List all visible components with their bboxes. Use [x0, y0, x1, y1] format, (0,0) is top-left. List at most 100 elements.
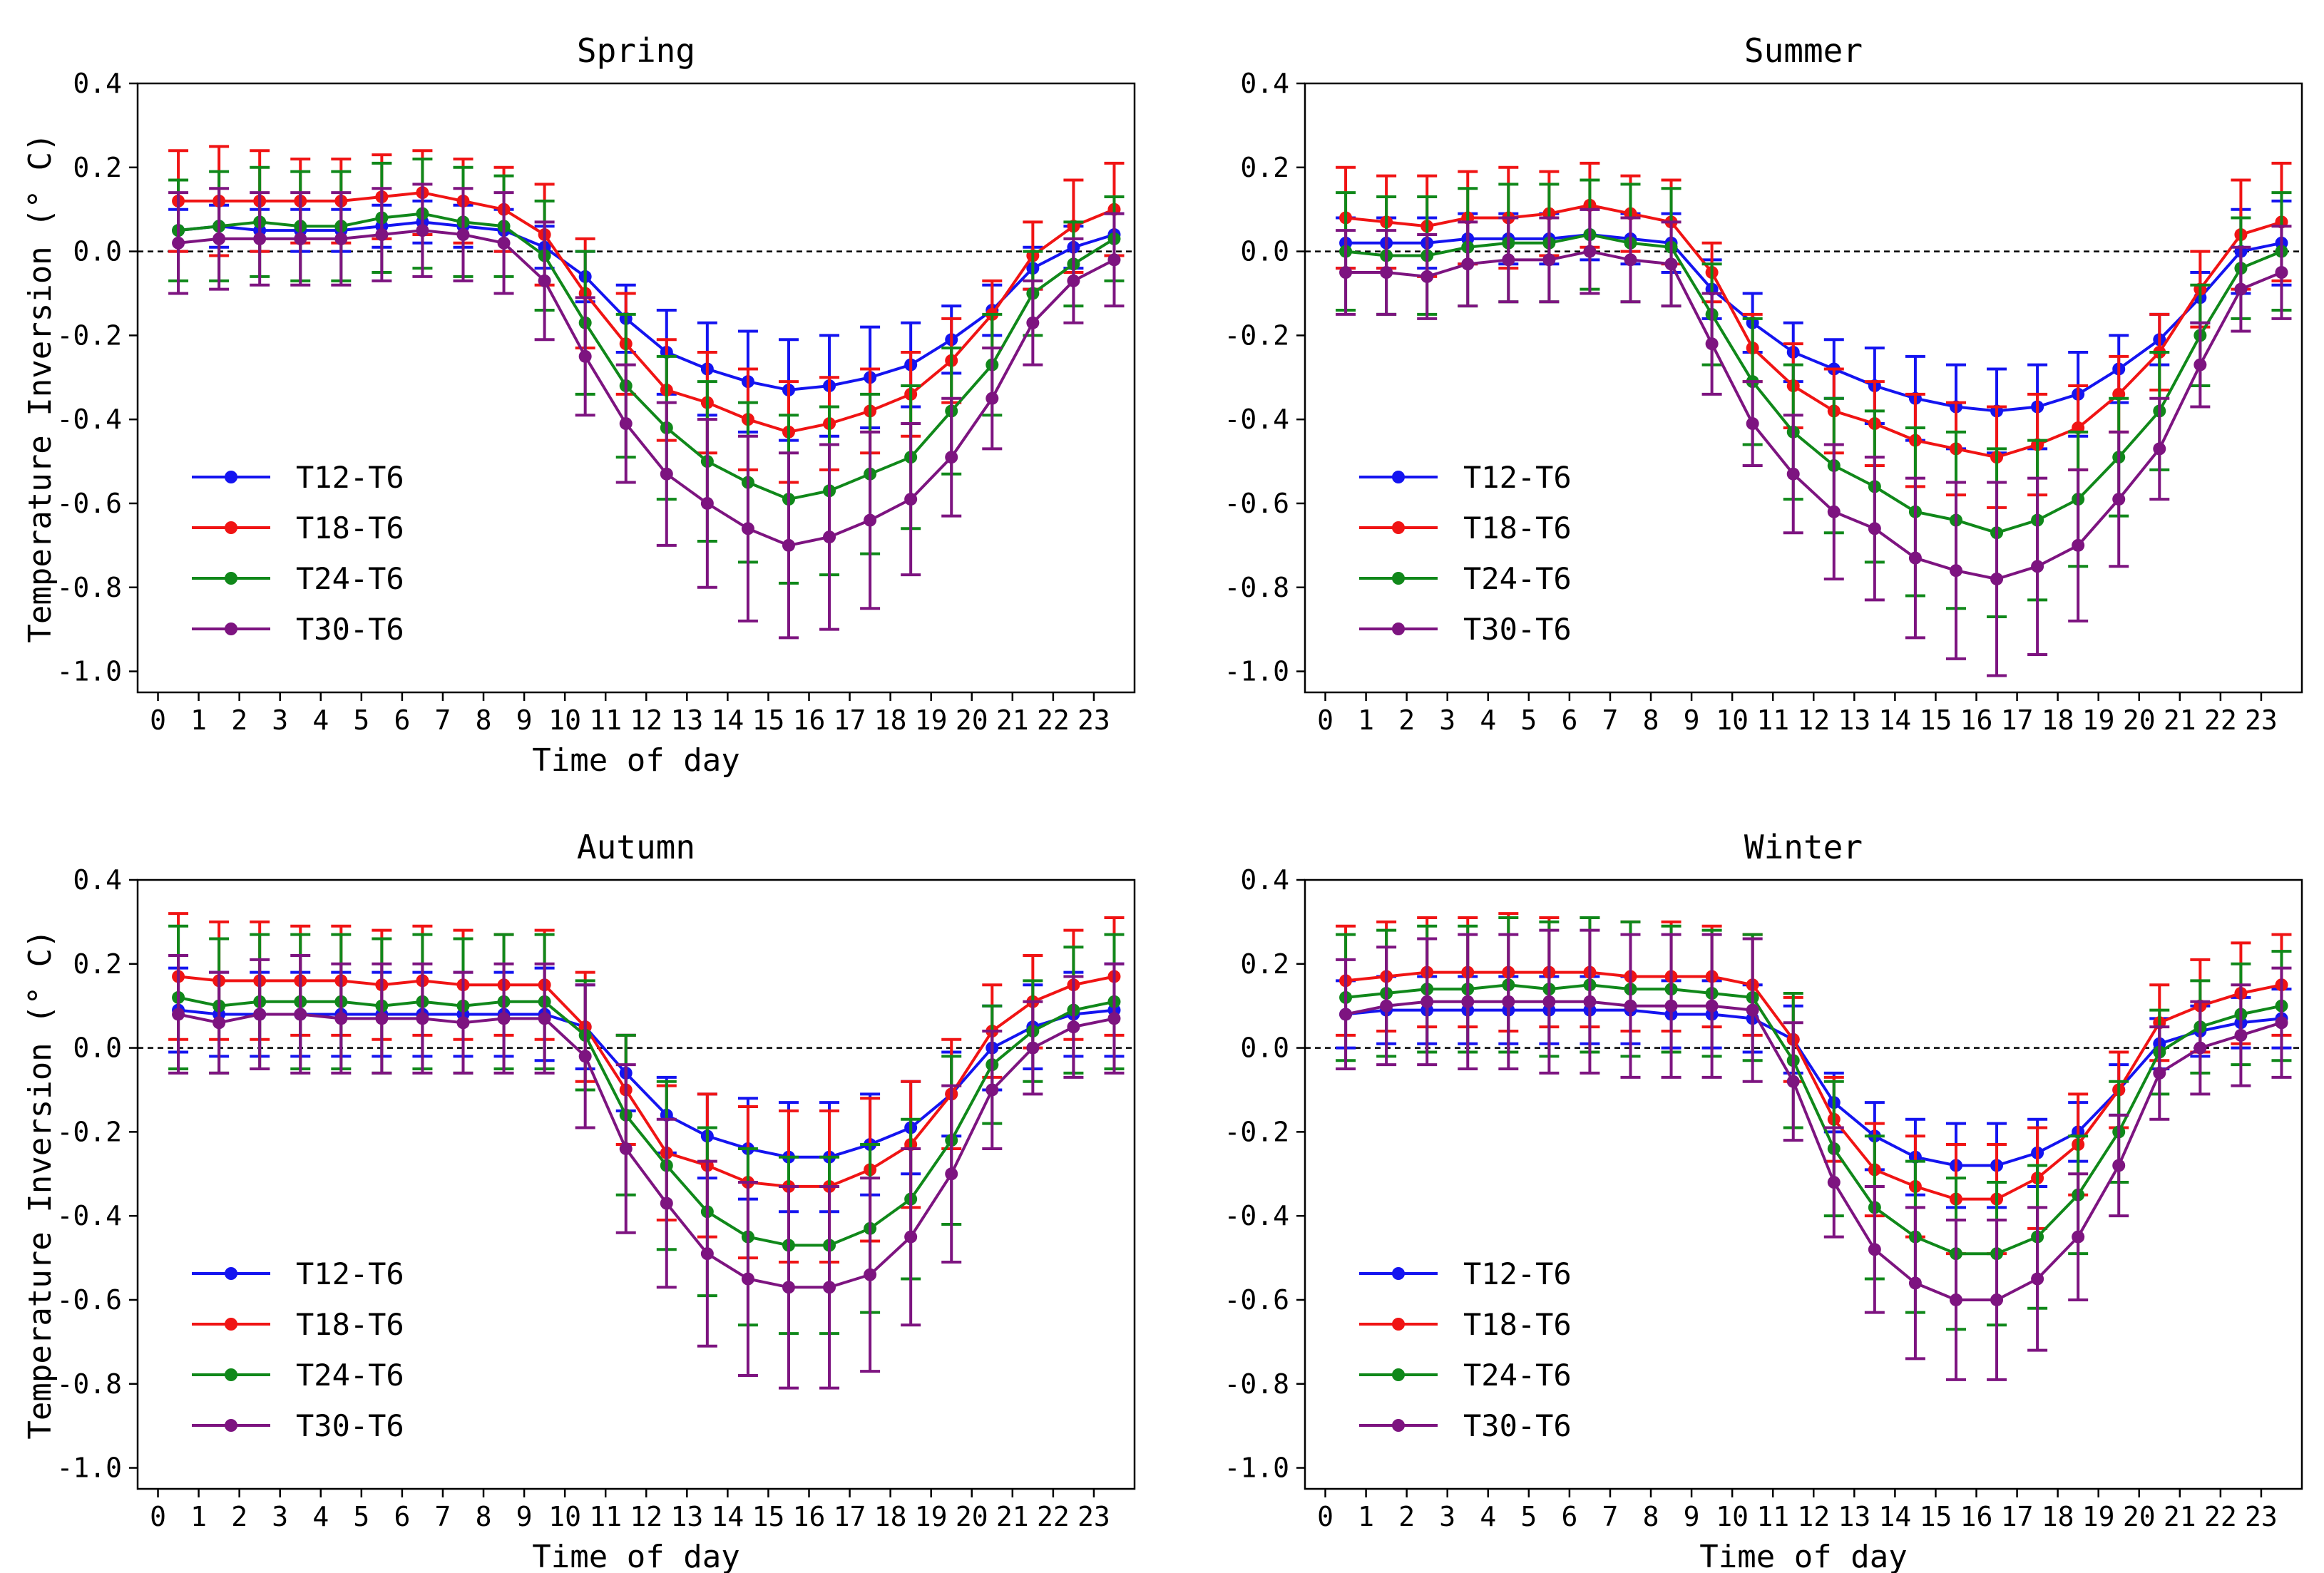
data-point	[334, 1012, 348, 1025]
x-tick-label: 23	[1077, 704, 1110, 736]
data-point	[578, 1050, 592, 1063]
data-point	[2031, 560, 2044, 573]
data-point	[1542, 253, 1556, 267]
y-tick-label: -0.2	[1224, 1116, 1289, 1147]
legend-marker	[225, 622, 237, 635]
x-tick-label: 21	[2164, 704, 2196, 736]
x-tick-label: 0	[1317, 1501, 1334, 1532]
legend-label: T12-T6	[1463, 460, 1572, 495]
x-tick-label: 11	[1756, 1501, 1789, 1532]
legend-marker	[1392, 471, 1405, 483]
data-point	[1908, 551, 1922, 565]
data-point	[1705, 999, 1719, 1013]
data-point	[660, 1197, 673, 1210]
data-point	[945, 451, 958, 464]
x-tick-label: 19	[915, 704, 948, 736]
y-tick-label: 0.2	[73, 948, 122, 980]
data-point	[2112, 1159, 2126, 1172]
y-tick-label: -0.8	[1224, 1368, 1289, 1400]
data-point	[1705, 337, 1719, 351]
legend-marker	[225, 572, 237, 585]
series-line	[1345, 1000, 2283, 1301]
data-point	[1990, 572, 2004, 585]
data-point	[619, 417, 633, 431]
x-tick-label: 23	[2245, 704, 2278, 736]
series-line	[178, 995, 1115, 1247]
x-tick-label: 11	[589, 704, 622, 736]
x-tick-label: 3	[1439, 704, 1455, 736]
x-tick-label: 1	[1358, 1501, 1374, 1532]
chart-panel-autumn: 0.40.20.0-0.2-0.4-0.6-0.8-1.00 1 2 3 4 5 6 7 8 9 1…	[22, 828, 1136, 1573]
data-point	[416, 1012, 429, 1025]
chart-panel-summer: 0.40.20.0-0.2-0.4-0.6-0.8-1.00 1 2 3 4 5 6 7 8 9 1…	[1224, 31, 2303, 736]
x-tick-label: 14	[1879, 1501, 1912, 1532]
legend-marker	[1392, 1368, 1405, 1381]
x-tick-label: 4	[1480, 1501, 1496, 1532]
data-point	[213, 1016, 226, 1030]
panel-title: Winter	[1744, 828, 1863, 866]
x-tick-label: 9	[1684, 1501, 1700, 1532]
data-point	[497, 1012, 511, 1025]
x-tick-label: 10	[1716, 704, 1749, 736]
data-point	[1026, 1041, 1040, 1055]
data-point	[1461, 995, 1475, 1008]
x-tick-label: 3	[272, 704, 288, 736]
x-tick-label: 12	[1797, 1501, 1830, 1532]
x-tick-label: 3	[272, 1501, 288, 1532]
x-tick-label: 22	[2204, 1501, 2237, 1532]
data-point	[741, 1272, 754, 1286]
x-tick-label: 9	[516, 704, 533, 736]
data-point	[1868, 522, 1881, 536]
data-point	[2031, 1272, 2044, 1286]
x-tick-label: 7	[435, 704, 451, 736]
legend: T12-T6 T18-T6 T24-T6 T30-T6	[192, 460, 404, 647]
x-tick-label: 10	[1716, 1501, 1749, 1532]
x-tick-label: 23	[1077, 1501, 1110, 1532]
x-tick-label: 17	[2001, 704, 2034, 736]
x-tick-label: 17	[834, 1501, 866, 1532]
x-tick-label: 12	[630, 1501, 662, 1532]
legend-label: T24-T6	[296, 1358, 404, 1393]
x-tick-label: 5	[1520, 704, 1537, 736]
x-axis-label: Time of day	[532, 742, 739, 779]
x-tick-label: 16	[1960, 1501, 1993, 1532]
x-tick-label: 23	[2245, 1501, 2278, 1532]
data-point	[660, 467, 673, 481]
x-tick-label: 14	[1879, 704, 1912, 736]
x-tick-label: 21	[996, 1501, 1029, 1532]
x-tick-label: 14	[712, 1501, 744, 1532]
axes-frame	[1304, 878, 2303, 1490]
x-tick-label: 3	[1439, 1501, 1455, 1532]
x-tick-label: 19	[2082, 704, 2115, 736]
y-tick-label: -1.0	[56, 1452, 122, 1484]
axes-frame	[1304, 82, 2303, 694]
x-tick-label: 6	[394, 704, 410, 736]
y-tick-label: -0.4	[1224, 404, 1289, 435]
x-tick-label: 11	[1756, 704, 1789, 736]
data-point	[619, 1142, 633, 1155]
legend-label: T12-T6	[296, 460, 404, 495]
legend-marker	[225, 1267, 237, 1280]
x-tick-label: 15	[752, 704, 785, 736]
x-tick-label: 0	[150, 704, 166, 736]
series-line	[178, 212, 1115, 501]
legend-marker	[225, 521, 237, 534]
x-tick-label: 6	[394, 1501, 410, 1532]
x-axis-label: Time of day	[1699, 1539, 1907, 1573]
x-tick-label: 7	[1602, 704, 1619, 736]
y-tick-label: -1.0	[1224, 656, 1289, 687]
data-point	[1746, 417, 1759, 431]
legend: T12-T6 T18-T6 T24-T6 T30-T6	[192, 1256, 404, 1443]
y-tick-label: -0.6	[56, 1284, 122, 1316]
x-tick-label: 6	[1561, 1501, 1577, 1532]
x-tick-label: 20	[2123, 704, 2156, 736]
data-point	[1339, 1008, 1353, 1021]
data-point	[864, 1268, 877, 1281]
data-point	[1664, 999, 1678, 1013]
data-point	[1868, 1243, 1881, 1256]
y-tick-label: -0.4	[1224, 1200, 1289, 1231]
data-point	[1026, 316, 1040, 329]
x-tick-label: 15	[752, 1501, 785, 1532]
data-point	[213, 232, 226, 245]
